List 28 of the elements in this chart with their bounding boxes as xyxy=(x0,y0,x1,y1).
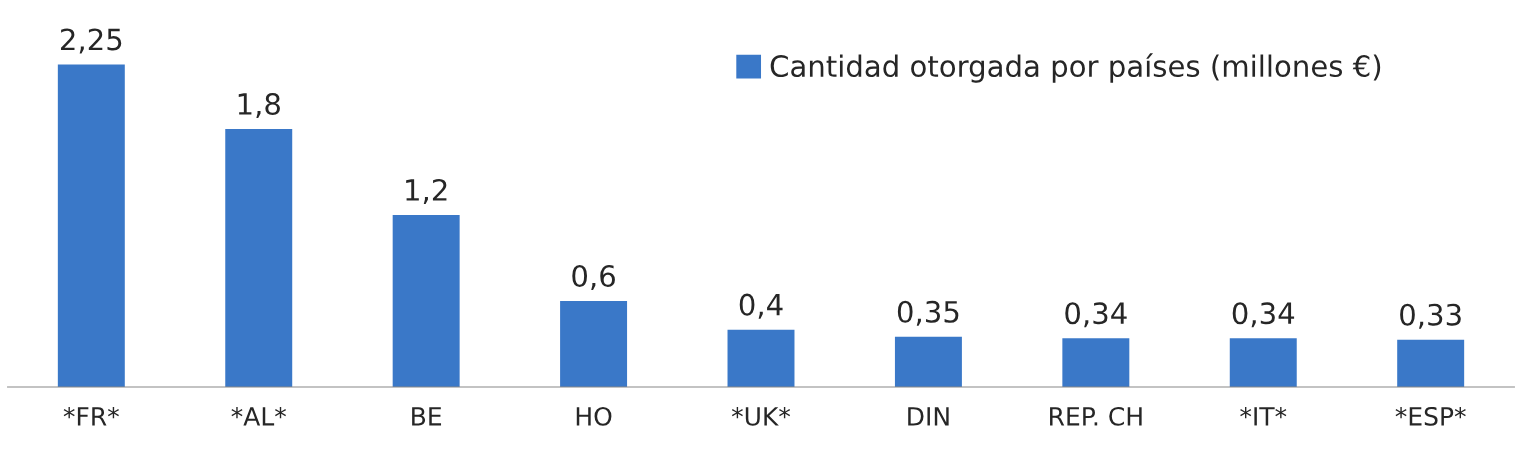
x-tick-label: REP. CH xyxy=(1050,406,1142,426)
data-label: 0,6 xyxy=(572,264,615,290)
data-label: 0,4 xyxy=(739,293,783,319)
bar xyxy=(392,215,460,387)
x-tick-label: HO xyxy=(576,406,612,426)
x-tick-label: *FR* xyxy=(63,406,119,426)
x-tick-label: *UK* xyxy=(731,406,791,426)
bar xyxy=(560,301,628,387)
bar xyxy=(1229,338,1297,387)
bar xyxy=(894,336,962,387)
bar xyxy=(1062,338,1130,387)
data-label: 0,35 xyxy=(897,300,959,326)
bar xyxy=(727,329,795,387)
bar xyxy=(225,129,293,387)
data-label: 0,34 xyxy=(1232,302,1295,328)
legend-label: Cantidad otorgada por países (millones €) xyxy=(770,53,1381,83)
x-tick-label: DIN xyxy=(908,407,949,426)
x-tick-label: BE xyxy=(412,407,442,426)
data-label: 0,34 xyxy=(1065,302,1127,328)
bar xyxy=(57,64,125,387)
bar xyxy=(1397,339,1465,387)
x-tick-label: *IT* xyxy=(1240,406,1287,426)
data-label: 1,2 xyxy=(406,178,447,204)
x-tick-label: *ESP* xyxy=(1395,406,1466,426)
data-label: 1,8 xyxy=(238,92,280,118)
data-label: 0,33 xyxy=(1400,303,1461,329)
x-tick-label: *AL* xyxy=(231,406,287,426)
data-label: 2,25 xyxy=(60,28,122,54)
